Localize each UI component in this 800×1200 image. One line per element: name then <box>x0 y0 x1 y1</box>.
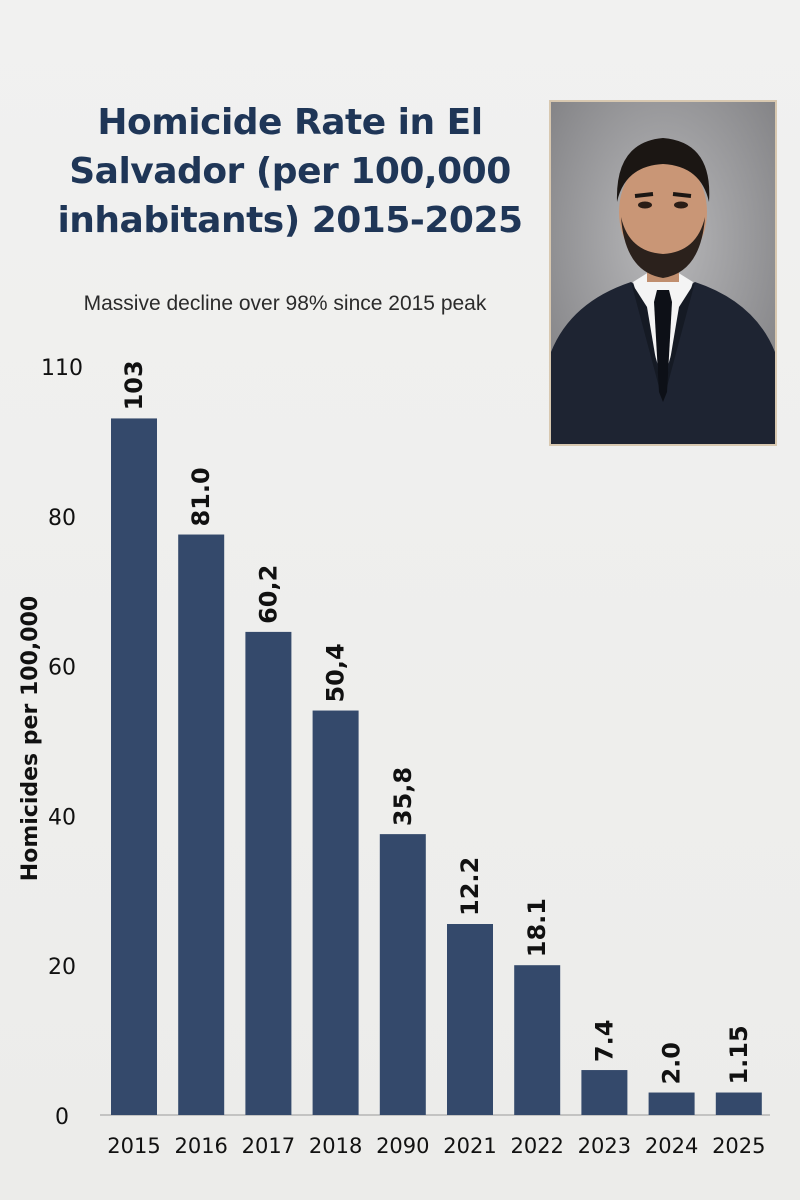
bar <box>514 965 561 1115</box>
y-tick-label: 40 <box>48 805 76 830</box>
y-tick-label: 60 <box>48 656 76 681</box>
bar <box>178 534 225 1115</box>
y-tick-label: 0 <box>55 1105 69 1130</box>
value-label: 12.2 <box>456 857 484 916</box>
x-tick-label: 2015 <box>107 1134 160 1158</box>
bar <box>245 631 292 1115</box>
value-label: 103 <box>120 360 148 410</box>
value-labels: 103 81.0 60,2 50,4 35,8 12.2 18.1 7.4 2.0 1.15 <box>120 360 753 1084</box>
portrait-illustration <box>551 102 775 444</box>
value-label: 7.4 <box>590 1020 618 1063</box>
y-tick-label: 110 <box>41 356 83 381</box>
x-tick-label: 2022 <box>510 1134 563 1158</box>
x-tick-label: 2018 <box>309 1134 362 1158</box>
bar <box>447 924 493 1115</box>
y-axis-label: Homicides per 100,000 <box>17 595 43 881</box>
x-axis-ticks: 2015 2016 2017 2018 2090 2021 2022 2023 2024 2025 <box>107 1134 765 1158</box>
chart-title-line-3: inhabitants) 2015-2025 <box>57 200 523 241</box>
value-label: 60,2 <box>254 565 282 624</box>
chart-title-line-2: Salvador (per 100,000 <box>69 151 511 192</box>
bar <box>648 1092 695 1115</box>
value-label: 1.15 <box>725 1025 753 1084</box>
bar <box>379 834 426 1115</box>
chart-title-line-1: Homicide Rate in El <box>97 102 483 143</box>
bar <box>111 418 157 1115</box>
y-tick-label: 20 <box>48 955 76 980</box>
value-label: 81.0 <box>187 467 215 526</box>
x-tick-label: 2024 <box>645 1134 698 1158</box>
x-tick-label: 2017 <box>242 1134 295 1158</box>
x-tick-label: 2090 <box>376 1134 429 1158</box>
value-label: 2.0 <box>658 1042 686 1085</box>
chart-subtitle: Massive decline over 98% since 2015 peak <box>83 292 487 315</box>
chart-title: Homicide Rate in El Salvador (per 100,00… <box>40 98 540 245</box>
value-label: 35,8 <box>389 767 417 826</box>
value-label: 18.1 <box>523 898 551 957</box>
bars <box>111 418 762 1115</box>
bar <box>581 1070 628 1115</box>
bar <box>312 710 359 1115</box>
x-tick-label: 2025 <box>712 1134 765 1158</box>
value-label: 50,4 <box>322 643 350 702</box>
bar <box>715 1092 762 1115</box>
portrait-photo <box>549 100 777 446</box>
x-tick-label: 2021 <box>443 1134 496 1158</box>
x-tick-label: 2016 <box>174 1134 227 1158</box>
y-tick-label: 80 <box>48 506 76 531</box>
y-axis-ticks: 0 20 40 60 80 110 <box>41 356 83 1130</box>
x-tick-label: 2023 <box>578 1134 631 1158</box>
